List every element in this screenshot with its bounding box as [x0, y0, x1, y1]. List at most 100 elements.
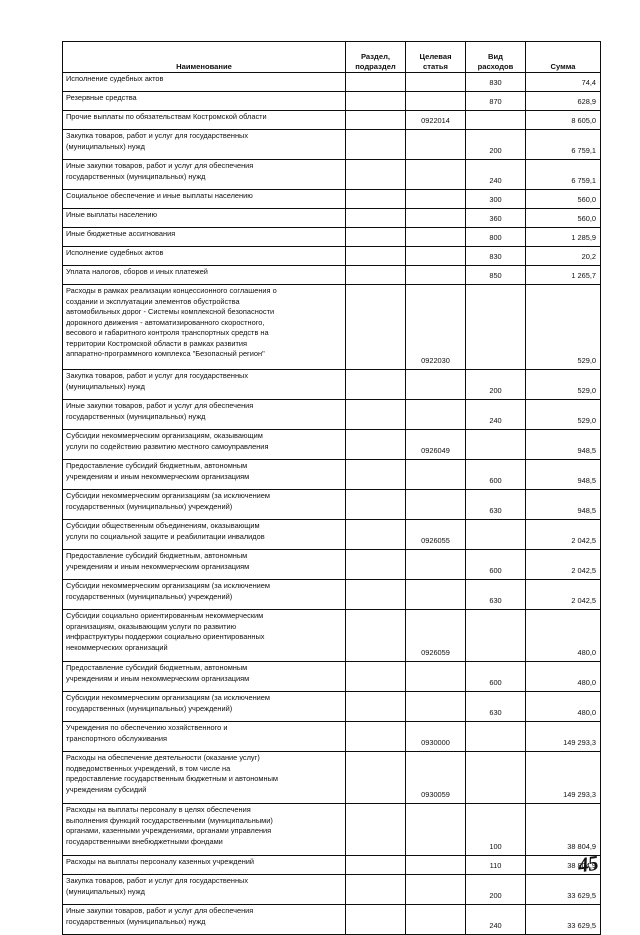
- cell-section: [345, 489, 406, 520]
- cell-section: [345, 855, 406, 875]
- cell-section: [345, 246, 406, 266]
- cell-article: 0922030: [405, 284, 466, 370]
- cell-name-text: Расходы в рамках реализации концессионно…: [66, 286, 277, 359]
- cell-name-text: Иные закупки товаров, работ и услуг для …: [66, 906, 254, 926]
- table-row: Исполнение судебных актов 830 74,4: [62, 72, 601, 92]
- column-header-section: Раздел, подраздел: [345, 41, 406, 73]
- cell-expense-type: 600: [465, 459, 526, 490]
- cell-expense-type: 300: [465, 189, 526, 209]
- cell-expense-type: 100: [465, 803, 526, 856]
- cell-name-text: Субсидии некоммерческим организациям (за…: [66, 581, 270, 601]
- table-row: Субсидии некоммерческим организациям (за…: [62, 489, 601, 520]
- cell-sum: 560,0: [525, 208, 601, 228]
- table-header: Наименование Раздел, подраздел Целевая с…: [62, 41, 601, 73]
- cell-article: [405, 904, 466, 935]
- cell-name-text: Резервные средства: [66, 93, 137, 102]
- cell-section: [345, 803, 406, 856]
- cell-name: Субсидии некоммерческим организациям, ок…: [62, 429, 346, 460]
- column-header-sum: Сумма: [525, 41, 601, 73]
- cell-section: [345, 399, 406, 430]
- table-row: Резервные средства 870 628,9: [62, 91, 601, 111]
- cell-article: 0926055: [405, 519, 466, 550]
- table-row: Социальное обеспечение и иные выплаты на…: [62, 189, 601, 209]
- cell-sum: 20,2: [525, 246, 601, 266]
- cell-article: [405, 129, 466, 160]
- cell-sum: 6 759,1: [525, 159, 601, 190]
- table-row: Субсидии некоммерческим организациям (за…: [62, 579, 601, 610]
- cell-expense-type: 830: [465, 246, 526, 266]
- cell-name: Субсидии некоммерческим организациям (за…: [62, 579, 346, 610]
- cell-expense-type: 240: [465, 399, 526, 430]
- cell-expense-type: 830: [465, 72, 526, 92]
- cell-name: Закупка товаров, работ и услуг для госуд…: [62, 369, 346, 400]
- table-row: Закупка товаров, работ и услуг для госуд…: [62, 874, 601, 905]
- cell-article: 0930059: [405, 751, 466, 804]
- table-row: Расходы в рамках реализации концессионно…: [62, 284, 601, 370]
- table-row: Расходы на обеспечение деятельности (ока…: [62, 751, 601, 804]
- cell-name-text: Субсидии социально ориентированным неком…: [66, 611, 265, 652]
- cell-article: [405, 91, 466, 111]
- cell-sum: 529,0: [525, 369, 601, 400]
- table-row: Иные бюджетные ассигнования 800 1 285,9: [62, 227, 601, 247]
- cell-article: [405, 208, 466, 228]
- cell-name-text: Прочие выплаты по обязательствам Костром…: [66, 112, 267, 121]
- cell-expense-type: 630: [465, 691, 526, 722]
- cell-name: Прочие выплаты по обязательствам Костром…: [62, 110, 346, 130]
- cell-sum: 2 042,5: [525, 549, 601, 580]
- table-row: Субсидии некоммерческим организациям, ок…: [62, 429, 601, 460]
- cell-article: [405, 399, 466, 430]
- cell-name: Субсидии социально ориентированным неком…: [62, 609, 346, 662]
- cell-expense-type: 600: [465, 549, 526, 580]
- cell-name-text: Уплата налогов, сборов и иных платежей: [66, 267, 208, 276]
- cell-section: [345, 91, 406, 111]
- cell-article: [405, 246, 466, 266]
- cell-name-text: Исполнение судебных актов: [66, 74, 164, 83]
- cell-section: [345, 519, 406, 550]
- cell-section: [345, 579, 406, 610]
- cell-name-text: Предоставление субсидий бюджетным, автон…: [66, 551, 250, 571]
- table-row: Предоставление субсидий бюджетным, автон…: [62, 459, 601, 490]
- cell-expense-type: 870: [465, 91, 526, 111]
- cell-name-text: Закупка товаров, работ и услуг для госуд…: [66, 131, 249, 151]
- cell-sum: 948,5: [525, 429, 601, 460]
- cell-name-text: Иные закупки товаров, работ и услуг для …: [66, 161, 254, 181]
- cell-section: [345, 129, 406, 160]
- cell-article: [405, 855, 466, 875]
- cell-sum: 529,0: [525, 399, 601, 430]
- cell-name-text: Закупка товаров, работ и услуг для госуд…: [66, 371, 249, 391]
- cell-sum: 149 293,3: [525, 751, 601, 804]
- cell-sum: 480,0: [525, 609, 601, 662]
- cell-name-text: Субсидии общественным объединениям, оказ…: [66, 521, 265, 541]
- cell-name-text: Иные выплаты населению: [66, 210, 158, 219]
- cell-article: [405, 72, 466, 92]
- cell-name: Расходы на обеспечение деятельности (ока…: [62, 751, 346, 804]
- cell-section: [345, 284, 406, 370]
- document-page: Наименование Раздел, подраздел Целевая с…: [62, 41, 601, 935]
- cell-expense-type: 240: [465, 159, 526, 190]
- cell-name-text: Субсидии некоммерческим организациям (за…: [66, 491, 270, 511]
- cell-name-text: Иные закупки товаров, работ и услуг для …: [66, 401, 254, 421]
- cell-sum: 1 285,9: [525, 227, 601, 247]
- cell-article: 0926059: [405, 609, 466, 662]
- cell-expense-type: [465, 609, 526, 662]
- cell-section: [345, 110, 406, 130]
- cell-expense-type: 240: [465, 904, 526, 935]
- cell-section: [345, 227, 406, 247]
- cell-expense-type: 360: [465, 208, 526, 228]
- table-row: Иные закупки товаров, работ и услуг для …: [62, 904, 601, 935]
- cell-sum: 1 265,7: [525, 265, 601, 285]
- cell-name-text: Закупка товаров, работ и услуг для госуд…: [66, 876, 249, 896]
- cell-name: Учреждения по обеспечению хозяйственного…: [62, 721, 346, 752]
- cell-section: [345, 609, 406, 662]
- cell-name: Иные закупки товаров, работ и услуг для …: [62, 159, 346, 190]
- cell-section: [345, 208, 406, 228]
- cell-expense-type: [465, 284, 526, 370]
- cell-name: Иные выплаты населению: [62, 208, 346, 228]
- column-header-name: Наименование: [62, 41, 346, 73]
- cell-expense-type: [465, 110, 526, 130]
- cell-article: [405, 265, 466, 285]
- cell-article: [405, 661, 466, 692]
- cell-sum: 560,0: [525, 189, 601, 209]
- cell-name-text: Предоставление субсидий бюджетным, автон…: [66, 461, 250, 481]
- cell-expense-type: 850: [465, 265, 526, 285]
